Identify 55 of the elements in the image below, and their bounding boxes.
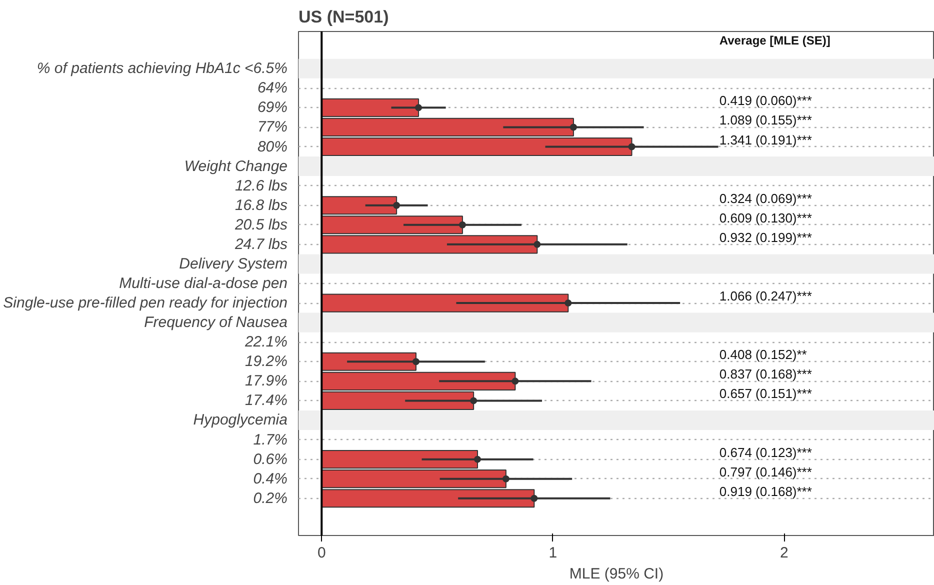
data-label: 1.066 (0.247)*** <box>719 288 812 304</box>
point <box>458 221 466 228</box>
data-label: 0.609 (0.130)*** <box>719 210 812 226</box>
point <box>393 202 400 209</box>
y-tick-label: Frequency of Nausea <box>144 314 288 332</box>
x-tick-label: 1 <box>548 544 558 562</box>
y-tick-label: Hypoglycemia <box>193 412 288 429</box>
point <box>474 456 482 463</box>
point <box>530 494 538 502</box>
y-tick-label: Multi-use dial-a-dose pen <box>119 275 288 292</box>
y-tick-label: 80% <box>257 138 288 156</box>
point <box>470 397 478 404</box>
data-label: 1.089 (0.155)*** <box>719 112 812 128</box>
chart-title: US (N=501) <box>298 8 389 26</box>
point <box>512 378 519 385</box>
y-tick-label: 0.2% <box>253 490 288 507</box>
y-tick-label: 17.9% <box>244 372 288 390</box>
data-label: 0.419 (0.060)*** <box>719 93 812 108</box>
data-label: 0.408 (0.152)** <box>719 347 807 362</box>
data-label: 0.674 (0.123)*** <box>719 444 812 460</box>
y-tick-label: 20.5 lbs <box>234 216 288 234</box>
y-tick-label: 16.8 lbs <box>234 196 288 214</box>
y-tick-label: 24.7 lbs <box>234 236 288 253</box>
data-label: 0.657 (0.151)*** <box>719 386 812 402</box>
data-label: 1.341 (0.191)*** <box>719 132 812 148</box>
y-tick-label: 0.4% <box>253 470 288 488</box>
y-tick-label: 69% <box>257 99 288 116</box>
x-axis-title: MLE (95% CI) <box>569 566 664 582</box>
data-label: 0.324 (0.069)*** <box>719 190 812 206</box>
y-tick-label: Single-use pre-filled pen ready for injection <box>3 294 288 312</box>
x-tick-label: 0 <box>317 544 326 562</box>
y-tick-label: % of patients achieving HbA1c <6.5% <box>36 60 288 78</box>
y-tick-label: 22.1% <box>244 334 288 351</box>
data-label: 0.919 (0.168)*** <box>719 484 812 499</box>
point <box>534 240 541 248</box>
y-tick-label: 17.4% <box>244 392 288 410</box>
data-label: 0.932 (0.199)*** <box>719 230 812 245</box>
y-tick-label: 1.7% <box>253 431 288 448</box>
point <box>570 124 577 131</box>
x-tick-label: 2 <box>780 544 788 562</box>
y-tick-label: 77% <box>257 118 288 136</box>
y-tick-label: Weight Change <box>184 158 288 175</box>
data-label: 0.837 (0.168)*** <box>719 366 812 382</box>
point <box>564 300 572 307</box>
y-tick-label: 0.6% <box>253 450 288 468</box>
point <box>412 358 420 366</box>
point <box>502 475 510 482</box>
y-tick-label: Delivery System <box>179 255 288 272</box>
data-label: 0.797 (0.146)*** <box>719 464 812 480</box>
point <box>628 143 636 150</box>
y-tick-label: 12.6 lbs <box>234 177 288 194</box>
y-tick-label: 64% <box>257 80 288 97</box>
y-tick-label: 19.2% <box>244 353 288 370</box>
text: Average [MLE (SE)] <box>719 33 830 48</box>
point <box>415 104 422 112</box>
